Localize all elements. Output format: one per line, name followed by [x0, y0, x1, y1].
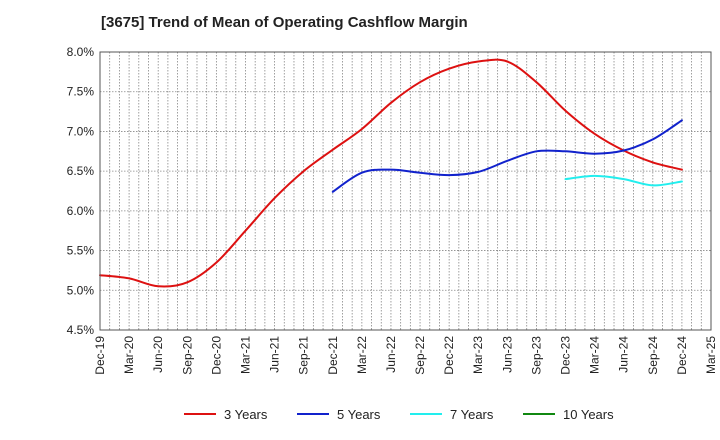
chart-title: [3675] Trend of Mean of Operating Cashfl…	[101, 14, 468, 31]
x-tick-label: Sep-20	[180, 336, 194, 375]
x-tick-label: Mar-22	[355, 336, 369, 374]
series-line-3-years	[99, 58, 683, 288]
x-tick-label: Dec-23	[559, 336, 573, 375]
x-tick-label: Jun-24	[617, 336, 631, 373]
legend: 3 Years 5 Years 7 Years 10 Years	[184, 407, 614, 422]
legend-label: 10 Years	[563, 407, 614, 422]
x-tick-label: Dec-21	[326, 336, 340, 375]
x-tick-label: Mar-25	[704, 336, 718, 374]
x-tick-label: Dec-22	[442, 336, 456, 375]
x-tick-label: Dec-20	[209, 336, 223, 375]
legend-label: 7 Years	[450, 407, 494, 422]
y-axis-ticks: 8.0% 7.5% 7.0% 6.5% 6.0% 5.5% 5.0% 4.5%	[67, 45, 95, 337]
y-tick-label: 8.0%	[67, 45, 95, 59]
x-tick-label: Jun-23	[500, 336, 514, 373]
series-line-7-years	[564, 174, 683, 187]
x-tick-label: Dec-19	[93, 336, 107, 375]
x-tick-label: Sep-23	[529, 336, 543, 375]
legend-label: 5 Years	[337, 407, 381, 422]
grid	[100, 52, 711, 330]
y-tick-label: 7.0%	[67, 124, 95, 138]
plot-frame	[99, 51, 712, 331]
x-tick-label: Jun-22	[384, 336, 398, 373]
x-tick-label: Jun-21	[268, 336, 282, 373]
x-tick-label: Mar-23	[471, 336, 485, 374]
x-tick-label: Sep-22	[413, 336, 427, 375]
y-tick-label: 7.5%	[67, 85, 95, 99]
y-tick-label: 6.0%	[67, 204, 95, 218]
x-tick-label: Mar-20	[122, 336, 136, 374]
x-tick-label: Mar-24	[588, 336, 602, 374]
y-tick-label: 5.5%	[67, 244, 95, 258]
y-tick-label: 6.5%	[67, 164, 95, 178]
x-tick-label: Sep-21	[297, 336, 311, 375]
series-line-5-years	[331, 119, 683, 193]
y-tick-label: 5.0%	[67, 283, 95, 297]
series-lines	[99, 58, 683, 288]
legend-label: 3 Years	[224, 407, 268, 422]
x-tick-label: Sep-24	[646, 336, 660, 375]
x-tick-label: Jun-20	[151, 336, 165, 373]
x-tick-label: Dec-24	[675, 336, 689, 375]
plot-background	[100, 52, 711, 330]
x-axis-ticks: Dec-19 Mar-20 Jun-20 Sep-20 Dec-20 Mar-21 Jun-…	[93, 336, 718, 375]
y-tick-label: 4.5%	[67, 323, 95, 337]
x-tick-label: Mar-21	[238, 336, 252, 374]
